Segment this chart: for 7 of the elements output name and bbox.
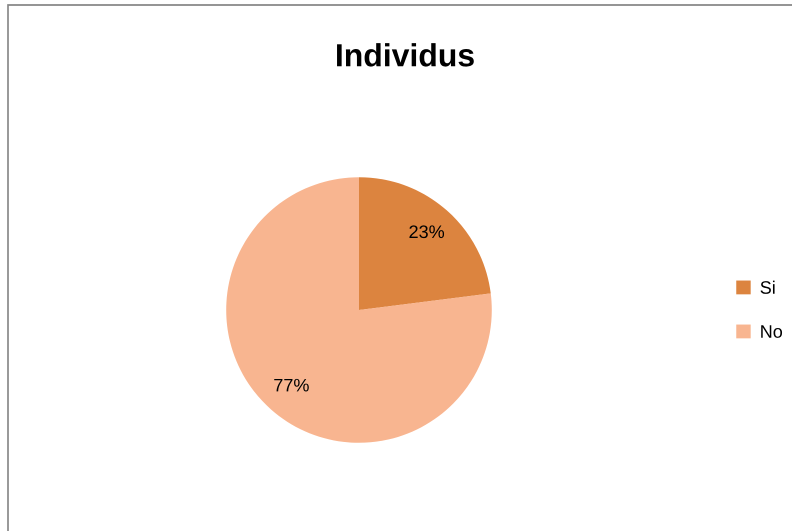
pie-slice — [226, 177, 492, 443]
data-label: 77% — [274, 378, 309, 392]
legend-label: Si — [760, 280, 775, 294]
legend-label: No — [761, 325, 782, 338]
chart-title: Individus — [337, 43, 474, 67]
pie-slice — [359, 177, 491, 310]
data-label: 23% — [409, 225, 444, 238]
